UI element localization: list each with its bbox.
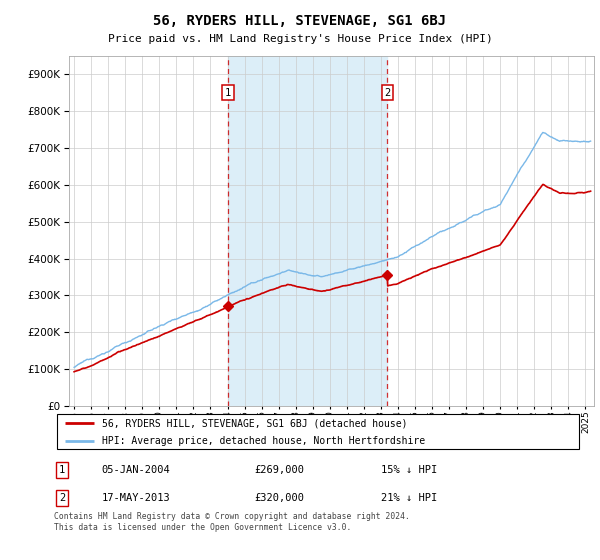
Text: 2: 2	[59, 493, 65, 503]
Text: 05-JAN-2004: 05-JAN-2004	[101, 465, 170, 475]
Text: 1: 1	[59, 465, 65, 475]
Bar	[228, 56, 388, 406]
Text: 1: 1	[225, 88, 232, 98]
Text: 56, RYDERS HILL, STEVENAGE, SG1 6BJ: 56, RYDERS HILL, STEVENAGE, SG1 6BJ	[154, 14, 446, 28]
Text: Price paid vs. HM Land Registry's House Price Index (HPI): Price paid vs. HM Land Registry's House …	[107, 34, 493, 44]
Text: 21% ↓ HPI: 21% ↓ HPI	[382, 493, 437, 503]
Text: £320,000: £320,000	[254, 493, 305, 503]
Text: Contains HM Land Registry data © Crown copyright and database right 2024.
This d: Contains HM Land Registry data © Crown c…	[54, 512, 410, 532]
Text: 2: 2	[384, 88, 391, 98]
Text: HPI: Average price, detached house, North Hertfordshire: HPI: Average price, detached house, Nort…	[101, 436, 425, 446]
Text: 56, RYDERS HILL, STEVENAGE, SG1 6BJ (detached house): 56, RYDERS HILL, STEVENAGE, SG1 6BJ (det…	[101, 418, 407, 428]
FancyBboxPatch shape	[56, 414, 580, 449]
Text: 15% ↓ HPI: 15% ↓ HPI	[382, 465, 437, 475]
Text: £269,000: £269,000	[254, 465, 305, 475]
Text: 17-MAY-2013: 17-MAY-2013	[101, 493, 170, 503]
